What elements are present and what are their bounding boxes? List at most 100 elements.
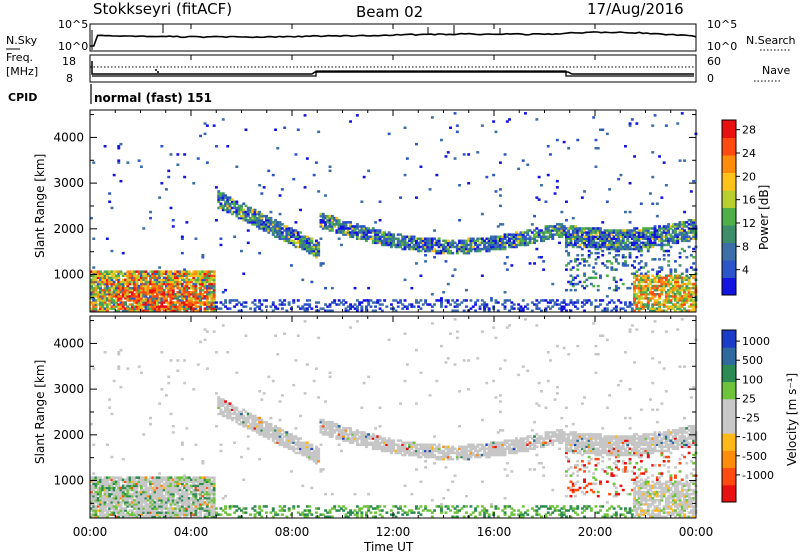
velocity-cell	[103, 513, 107, 516]
power-cell	[653, 239, 657, 243]
power-cell	[140, 274, 143, 277]
power-cell	[660, 266, 664, 269]
power-cell	[153, 278, 157, 282]
power-cell	[664, 243, 668, 247]
power-cell	[183, 295, 187, 298]
power-cell	[103, 293, 107, 296]
power-cell	[599, 227, 602, 230]
power-cell	[90, 280, 93, 284]
power-cell	[678, 297, 682, 300]
power-cell	[290, 233, 293, 236]
power-cell	[151, 305, 155, 308]
velocity-cell	[92, 482, 96, 486]
power-cell	[296, 299, 300, 302]
power-cell	[126, 286, 130, 290]
power-cell	[492, 120, 496, 123]
power-cell	[689, 237, 693, 240]
power-cell	[662, 254, 666, 257]
power-cell	[167, 274, 171, 277]
velocity-cell	[205, 505, 209, 508]
power-cell	[353, 303, 357, 306]
velocity-cell	[240, 455, 243, 459]
power-cell	[180, 270, 184, 273]
velocity-cell	[165, 478, 168, 481]
velocity-cell	[287, 509, 291, 512]
power-cell	[192, 309, 196, 312]
velocity-cell	[196, 484, 200, 488]
power-cell	[221, 208, 225, 212]
power-cell	[605, 247, 609, 251]
power-cell	[292, 299, 296, 302]
power-cell	[235, 208, 239, 212]
power-cell	[664, 249, 668, 253]
power-cell	[142, 272, 146, 275]
velocity-cell	[94, 499, 98, 502]
power-cell	[135, 278, 139, 282]
power-cell	[419, 237, 423, 240]
velocity-cell	[176, 482, 180, 486]
power-cell	[340, 225, 343, 228]
power-cell	[601, 249, 605, 253]
velocity-cell	[185, 494, 189, 498]
power-cell	[576, 231, 580, 234]
power-cell	[635, 239, 639, 243]
velocity-cell	[194, 499, 198, 502]
power-cell	[110, 278, 114, 282]
velocity-cell	[274, 513, 277, 516]
velocity-cell	[165, 507, 168, 510]
power-cell	[108, 303, 112, 306]
power-cell	[287, 239, 291, 243]
power-cell	[255, 305, 259, 308]
velocity-cell	[221, 412, 225, 416]
velocity-cell	[228, 416, 232, 420]
velocity-cell	[217, 402, 221, 405]
velocity-cell	[167, 499, 171, 502]
velocity-cell	[119, 503, 123, 506]
velocity-cell	[224, 400, 227, 403]
power-cell	[576, 274, 580, 277]
velocity-cell	[267, 437, 271, 440]
power-cell	[610, 309, 614, 312]
power-cell	[112, 284, 116, 288]
velocity-cell	[112, 497, 116, 500]
power-cell	[505, 233, 509, 236]
power-cell	[174, 272, 177, 275]
power-cell	[355, 231, 359, 234]
power-cell	[594, 235, 598, 238]
power-cell	[283, 126, 287, 129]
power-cell	[349, 303, 352, 306]
velocity-cell	[171, 515, 175, 518]
power-cell	[235, 303, 239, 306]
power-cell	[110, 286, 114, 290]
power-cell	[680, 278, 684, 282]
power-cell	[626, 231, 630, 234]
power-cell	[265, 221, 268, 224]
velocity-cell	[201, 494, 205, 498]
power-cell	[110, 293, 114, 296]
power-cell	[505, 239, 509, 243]
power-cell	[315, 239, 318, 243]
power-cell	[221, 192, 225, 195]
velocity-cell	[133, 499, 137, 502]
power-cell	[614, 268, 618, 271]
power-cell	[626, 247, 630, 251]
power-cell	[624, 229, 627, 232]
power-cell	[394, 245, 398, 249]
power-cell	[574, 237, 577, 240]
velocity-cell	[153, 497, 157, 500]
power-cell	[512, 243, 516, 247]
power-cell	[296, 128, 300, 131]
power-cell	[217, 194, 221, 197]
power-cell	[328, 305, 332, 308]
power-cell	[565, 239, 568, 243]
power-cell	[680, 272, 684, 275]
power-cell	[633, 284, 636, 288]
velocity-cell	[201, 476, 205, 479]
velocity-cell	[246, 414, 250, 418]
power-cell	[324, 286, 327, 290]
power-cell	[678, 159, 682, 162]
velocity-cell	[183, 490, 187, 494]
power-cell	[683, 307, 686, 310]
power-cell	[178, 295, 182, 298]
velocity-cell	[180, 484, 184, 488]
